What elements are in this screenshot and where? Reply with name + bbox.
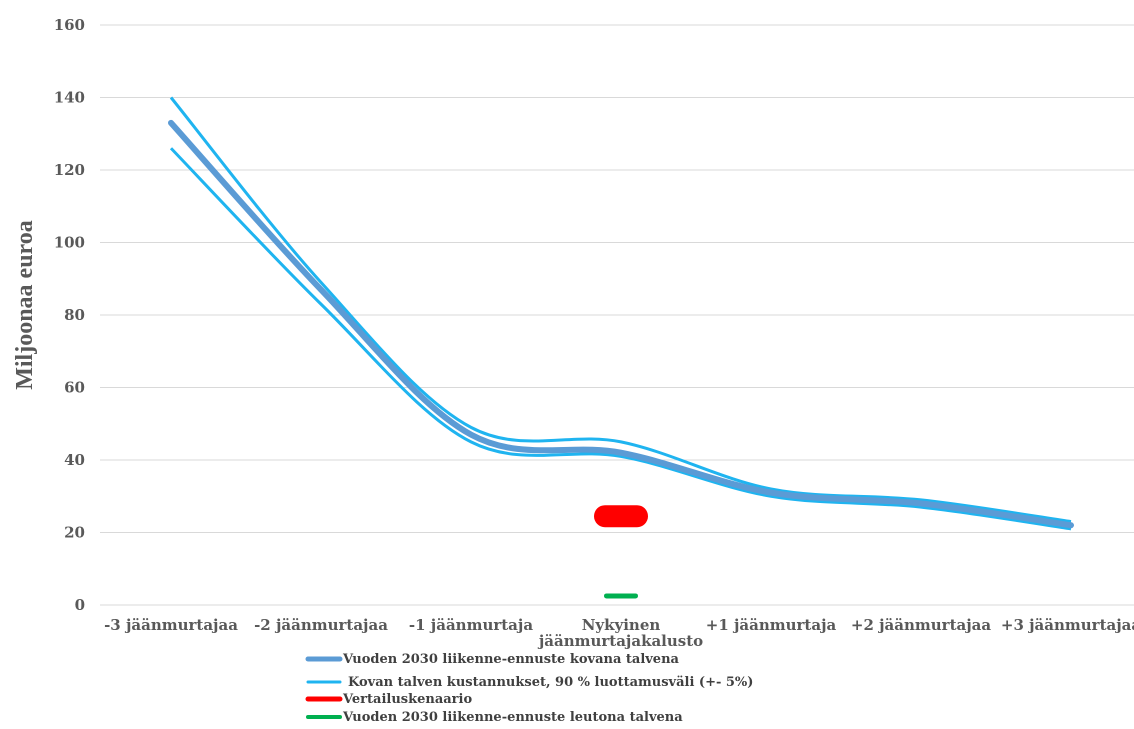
x-tick-label: Nykyinen [582,616,661,634]
gridlines [100,24,1134,606]
x-tick-label: -1 jäänmurtaja [409,616,533,634]
x-tick-label: jäänmurtajakalusto [537,632,703,650]
y-tick-label: 160 [54,16,85,34]
confidence-lower-line [169,147,1072,531]
x-tick-label: +3 jäänmurtajaa [1001,616,1134,634]
legend-label: Kovan talven kustannukset, 90 % luottamu… [348,675,753,690]
y-tick-label: 100 [54,234,85,252]
x-tick-label: -2 jäänmurtajaa [254,616,388,634]
y-tick-label: 20 [64,524,85,542]
x-tick-label: +1 jäänmurtaja [706,616,837,634]
x-axis-tick-labels: -3 jäänmurtajaa -2 jäänmurtajaa -1 jäänmur… [104,616,1134,650]
y-tick-label: 140 [54,89,85,107]
y-tick-label: 120 [54,161,85,179]
legend-label: Vuoden 2030 liikenne-ennuste leutona tal… [342,710,683,725]
mild-winter-marker [604,593,638,599]
y-tick-label: 0 [75,596,85,614]
y-tick-label: 60 [64,379,85,397]
y-tick-label: 80 [64,306,85,324]
y-tick-label: 40 [64,451,85,469]
main-series-line [168,119,1074,529]
x-tick-label: -3 jäänmurtajaa [104,616,238,634]
legend-label: Vuoden 2030 liikenne-ennuste kovana talv… [342,652,680,667]
legend: Vuoden 2030 liikenne-ennuste kovana talv… [305,652,753,725]
y-axis-label: Miljoonaa euroa [12,220,38,390]
reference-scenario-marker [594,505,648,528]
legend-label: Vertailuskenaario [342,692,472,707]
plot-area [168,96,1074,599]
confidence-upper-line [169,96,1072,524]
x-tick-label: +2 jäänmurtajaa [851,616,991,634]
y-axis-tick-labels: 0 20 40 60 80 100 120 140 160 [54,16,85,614]
